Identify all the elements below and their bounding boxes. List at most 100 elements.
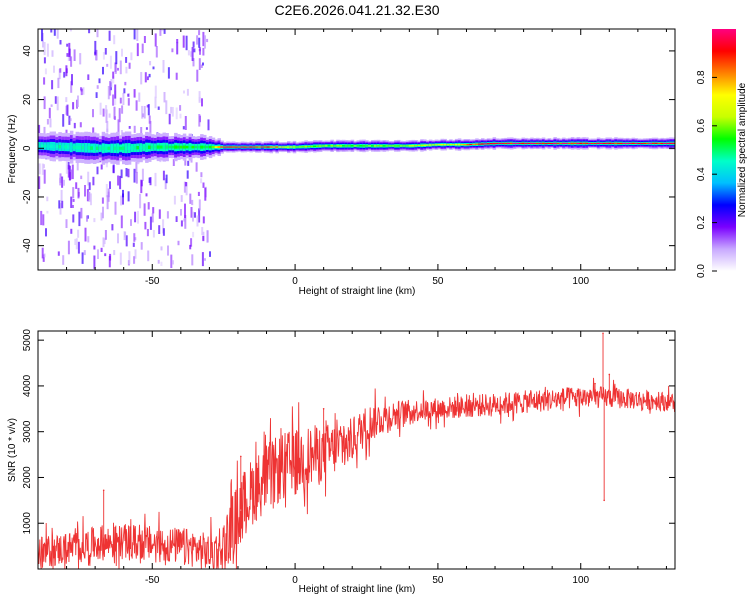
spectrogram-speckle	[81, 252, 84, 264]
spectrogram-band-cell	[200, 145, 204, 149]
spectrogram-speckle	[125, 168, 128, 177]
spectrogram-band-cell	[203, 145, 207, 149]
snr-peak-point	[322, 408, 325, 410]
spectrogram-speckle	[84, 185, 86, 197]
spectrogram-speckle	[98, 78, 101, 84]
spectrogram-speckle	[186, 170, 189, 179]
spectrogram-band-cell	[640, 142, 644, 144]
spectrogram-speckle	[109, 81, 112, 96]
spectrogram-speckle	[109, 181, 111, 189]
spectrogram-band-cell	[113, 146, 117, 151]
spectrogram-speckle	[202, 47, 205, 56]
spectrogram-band-cell	[304, 145, 308, 148]
spectrogram-band-cell	[307, 145, 311, 148]
spectrogram-band-cell	[391, 145, 395, 147]
spectrogram-speckle	[102, 52, 105, 60]
snr-x-tick-label: 50	[432, 575, 444, 586]
spectrogram-speckle	[140, 72, 143, 85]
spectrogram-speckle	[175, 107, 178, 120]
spectrogram-band-cell	[90, 146, 94, 150]
spectrogram-speckle	[123, 88, 126, 94]
spectrogram-speckle	[185, 182, 188, 196]
spectrogram-speckle	[108, 30, 111, 41]
spectrogram-band-cell	[408, 145, 413, 147]
spectrogram-speckle	[149, 120, 152, 134]
spectrogram-band-cell	[336, 145, 340, 147]
spectrogram-speckle	[102, 66, 104, 75]
spectrogram-band-cell	[95, 146, 100, 150]
spectrogram-speckle	[43, 169, 46, 184]
spectrogram-band-cell	[376, 145, 381, 147]
spectrogram-band-cell	[165, 145, 169, 149]
spectrogram-band-cell	[521, 142, 525, 145]
spectrogram-speckle	[157, 259, 160, 264]
spectrogram-speckle	[71, 164, 74, 180]
spectrogram-speckle	[159, 29, 162, 36]
spectrogram-speckle	[92, 176, 95, 186]
spectrogram-speckle	[130, 219, 132, 226]
spectrogram-speckle	[163, 92, 166, 103]
spectrogram-speckle	[63, 179, 65, 186]
spectrogram-axes: -50 0 50 100 -40 -20 0 20 40	[22, 29, 675, 287]
spectrogram-speckle	[70, 196, 73, 208]
spectrogram-speckle	[87, 171, 90, 186]
spectrogram-speckle	[138, 92, 141, 102]
spectrogram-speckle	[123, 231, 126, 241]
spectrogram-speckle	[128, 126, 131, 129]
spectrogram-speckle	[198, 114, 201, 127]
spectrogram-speckle	[119, 175, 122, 190]
spectrogram-band-cell	[136, 146, 140, 150]
spectrogram-band-cell	[431, 144, 436, 146]
spectrogram-speckle	[177, 240, 180, 246]
spectrogram-speckle	[186, 88, 189, 96]
spectrogram-speckle	[106, 121, 109, 133]
spectrogram-band-cell	[426, 144, 430, 146]
spectrogram-band-cell	[116, 146, 120, 151]
spectrogram-band-cell	[463, 144, 468, 146]
spectrogram-speckle	[187, 50, 190, 56]
spectrogram-speckle	[83, 250, 86, 256]
snr-peak-point	[608, 373, 611, 376]
spectrogram-speckle	[112, 75, 115, 84]
spectrogram-speckle	[105, 109, 108, 123]
snr-axes: -50 0 50 100 1000 2000 3000 4000 5000	[22, 329, 675, 586]
spectrogram-speckle	[59, 177, 62, 186]
spectrogram-speckle	[190, 238, 193, 247]
spectrogram-speckle	[43, 57, 46, 64]
spectrogram-speckle	[200, 172, 203, 178]
spectrogram-speckle	[148, 177, 151, 183]
spectrogram-band-cell	[266, 146, 271, 148]
spectrogram-speckle	[96, 29, 99, 38]
spectrogram-speckle	[92, 109, 94, 118]
spectrogram-band-cell	[263, 146, 268, 148]
spectrogram-speckle	[147, 202, 150, 210]
snr-x-tick-label: 100	[572, 575, 589, 586]
spectrogram-speckle	[59, 203, 62, 215]
spectrogram-band-cell	[84, 145, 88, 150]
spectrogram-band-cell	[608, 142, 612, 145]
spectrogram-band-cell	[78, 145, 82, 150]
spectrogram-band-cell	[362, 145, 366, 147]
spectrogram-band-cell	[446, 144, 450, 146]
spectrogram-band-cell	[547, 142, 552, 144]
spectrogram-speckle	[133, 256, 136, 264]
spectrogram-speckle	[176, 42, 179, 55]
spectrogram-band-cell	[69, 145, 74, 150]
spectrogram-speckle	[152, 66, 155, 70]
spectrogram-band-cell	[530, 142, 534, 145]
spectrogram-speckle	[69, 118, 72, 122]
spectrogram-band-cell	[646, 142, 650, 144]
spectrogram-band-cell	[321, 145, 326, 147]
spectrogram-band-cell	[292, 146, 297, 148]
spectrogram-speckle	[148, 115, 151, 124]
spectrogram-speckle	[133, 89, 136, 98]
spectrogram-speckle	[172, 159, 175, 166]
spectrogram-band-cell	[382, 145, 387, 147]
spectrogram-band-cell	[411, 145, 415, 147]
snr-panel: -50 0 50 100 1000 2000 3000 4000 5000 Height of …	[7, 329, 676, 595]
spectrogram-speckle	[100, 247, 103, 252]
spectrogram-speckle	[53, 29, 56, 36]
spectrogram-band-cell	[240, 146, 245, 148]
spectrogram-band-cell	[237, 146, 242, 148]
spectrogram-speckle	[95, 92, 98, 98]
